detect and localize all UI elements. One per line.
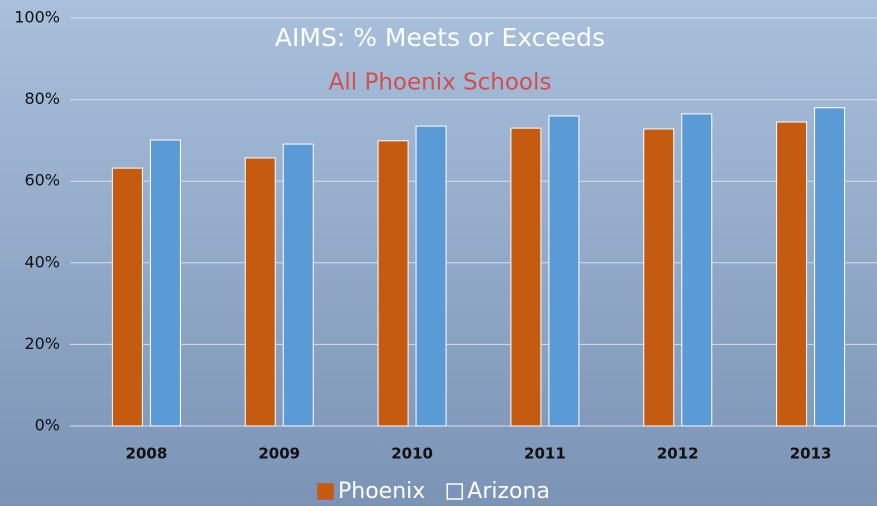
x-tick-label: 2012	[657, 445, 699, 463]
bar	[111, 167, 143, 427]
bar	[415, 125, 447, 427]
bar	[510, 127, 542, 427]
x-tick-label: 2009	[258, 445, 300, 463]
chart-title: AIMS: % Meets or Exceeds	[275, 23, 605, 52]
bar	[776, 121, 808, 427]
x-tick-label: 2010	[391, 445, 433, 463]
y-tick-label: 80%	[24, 89, 60, 108]
legend-label: Arizona	[467, 479, 550, 504]
x-tick-label: 2013	[790, 445, 832, 463]
bar	[149, 139, 181, 427]
bar	[643, 128, 675, 427]
bar	[244, 157, 276, 427]
legend-swatch	[317, 483, 334, 500]
y-tick-label: 40%	[24, 252, 60, 271]
bar	[681, 113, 713, 427]
y-tick-label: 20%	[24, 334, 60, 353]
legend-label: Phoenix	[338, 479, 425, 504]
chart-subtitle: All Phoenix Schools	[329, 70, 552, 96]
y-tick-label: 60%	[24, 171, 60, 190]
bar	[282, 143, 314, 427]
bar	[548, 115, 580, 427]
x-tick-label: 2008	[126, 445, 168, 463]
bar	[377, 140, 409, 427]
y-tick-label: 100%	[14, 8, 60, 27]
x-tick-label: 2011	[524, 445, 566, 463]
legend-swatch	[446, 483, 464, 500]
bar	[814, 107, 846, 427]
y-tick-label: 0%	[35, 416, 60, 435]
